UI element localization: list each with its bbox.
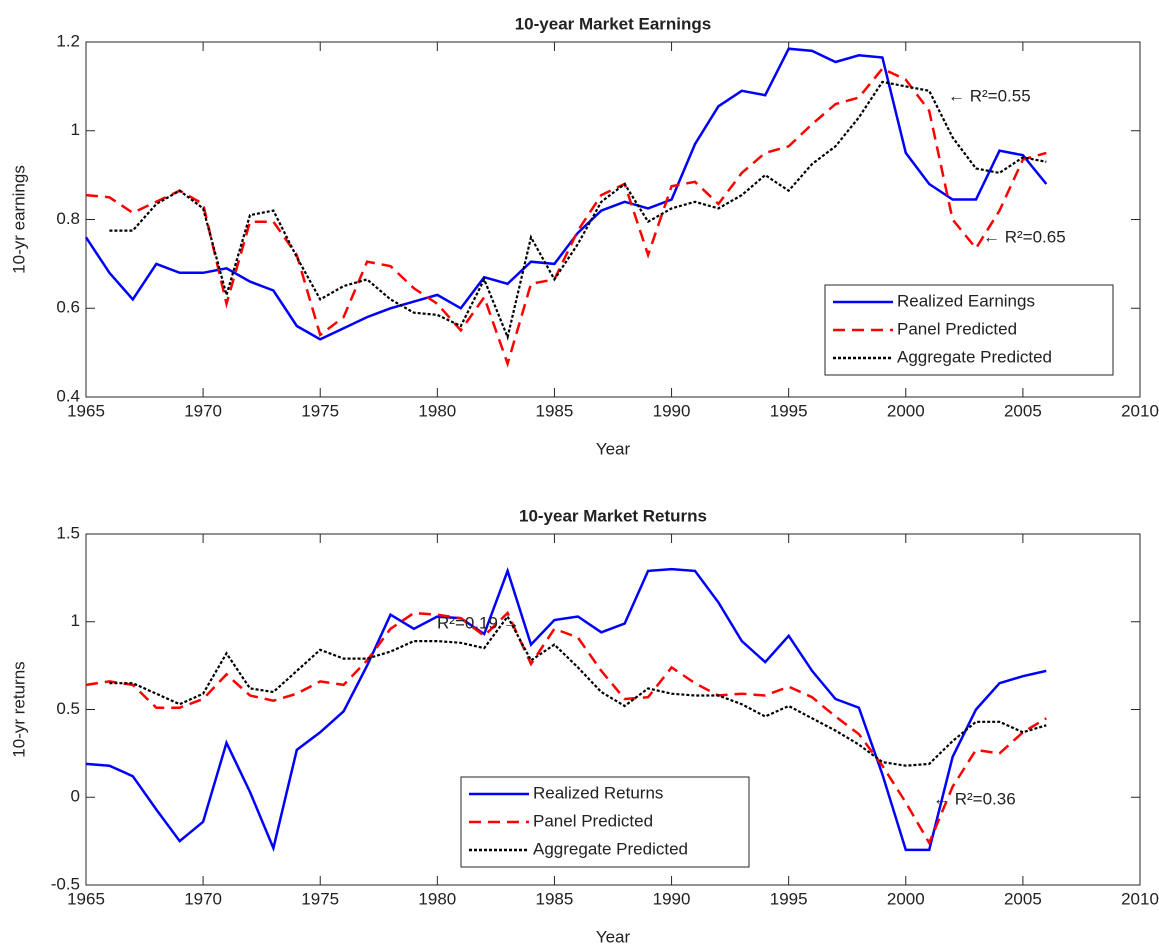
annotation: ← R²=0.55	[948, 86, 1031, 105]
x-tick-label: 1975	[301, 401, 339, 420]
x-tick-label: 2010	[1121, 401, 1159, 420]
series-line	[84, 47, 1048, 341]
x-tick-label: 1975	[301, 889, 339, 908]
chart-title: 10-year Market Returns	[519, 506, 707, 525]
legend-label: Panel Predicted	[897, 319, 1017, 338]
y-tick-label: -0.5	[51, 874, 80, 893]
x-tick-label: 1995	[770, 889, 808, 908]
y-tick-label: 0.8	[56, 209, 80, 228]
annotation: R²=0.19 →	[437, 613, 520, 632]
x-tick-label: 1990	[653, 401, 691, 420]
x-tick-label: 1965	[67, 889, 105, 908]
legend-label: Aggregate Predicted	[533, 839, 688, 858]
x-tick-label: 2005	[1004, 401, 1042, 420]
legend-label: Aggregate Predicted	[897, 347, 1052, 366]
series-line	[85, 67, 1047, 368]
legend-label: Realized Returns	[533, 783, 663, 802]
y-tick-label: 0.6	[56, 298, 80, 317]
x-tick-label: 2010	[1121, 889, 1159, 908]
y-tick-label: 1	[71, 120, 80, 139]
series-line	[85, 567, 1047, 853]
x-tick-label: 1990	[653, 889, 691, 908]
x-axis-label: Year	[596, 927, 631, 946]
x-tick-label: 2000	[887, 401, 925, 420]
legend-label: Panel Predicted	[533, 811, 653, 830]
x-tick-label: 1980	[418, 401, 456, 420]
x-tick-label: 1970	[184, 401, 222, 420]
x-tick-label: 1995	[770, 401, 808, 420]
y-tick-label: 0	[71, 787, 80, 806]
y-axis-label: 10-yr earnings	[9, 165, 28, 274]
x-tick-label: 1965	[67, 401, 105, 420]
legend-label: Realized Earnings	[897, 291, 1035, 310]
annotation: ← R²=0.65	[983, 227, 1066, 246]
x-tick-label: 1985	[536, 401, 574, 420]
series-line	[85, 610, 1047, 846]
y-tick-label: 1	[71, 611, 80, 630]
x-tick-label: 1980	[418, 889, 456, 908]
y-tick-label: 0.5	[56, 699, 80, 718]
legend: Realized Returns Panel Predicted Aggregate…	[460, 776, 750, 868]
legend: Realized Earnings Panel Predicted Aggregat…	[824, 284, 1114, 376]
annotation: ← R²=0.36	[933, 789, 1016, 808]
x-tick-label: 1970	[184, 889, 222, 908]
x-tick-label: 2005	[1004, 889, 1042, 908]
series-line	[109, 614, 1047, 767]
y-tick-label: 0.4	[56, 386, 80, 405]
chart-title: 10-year Market Earnings	[515, 14, 712, 33]
y-axis-label: 10-yr returns	[9, 661, 28, 757]
x-tick-label: 1985	[536, 889, 574, 908]
y-tick-label: 1.2	[56, 31, 80, 50]
x-axis-label: Year	[596, 439, 631, 458]
x-tick-label: 2000	[887, 889, 925, 908]
y-tick-label: 1.5	[56, 523, 80, 542]
